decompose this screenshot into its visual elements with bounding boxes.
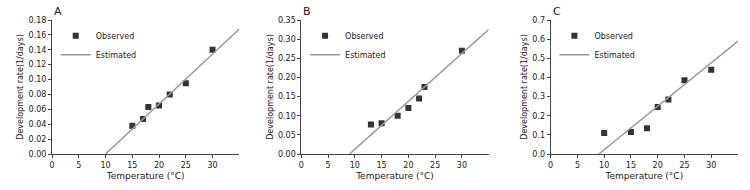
svg-text:25: 25 xyxy=(430,161,440,170)
svg-text:Estimated: Estimated xyxy=(96,51,136,60)
svg-text:0.12: 0.12 xyxy=(29,60,47,69)
svg-text:0.35: 0.35 xyxy=(278,16,296,25)
svg-text:0.05: 0.05 xyxy=(278,131,296,140)
svg-text:30: 30 xyxy=(457,161,467,170)
svg-text:0.6: 0.6 xyxy=(532,35,545,44)
svg-text:0.04: 0.04 xyxy=(29,120,47,129)
svg-text:15: 15 xyxy=(377,161,387,170)
svg-text:0.16: 0.16 xyxy=(29,31,47,40)
svg-text:0.00: 0.00 xyxy=(278,150,296,159)
svg-text:0.20: 0.20 xyxy=(278,73,296,82)
svg-text:B: B xyxy=(303,5,311,18)
svg-text:0.08: 0.08 xyxy=(29,90,47,99)
svg-text:15: 15 xyxy=(127,161,137,170)
svg-text:10: 10 xyxy=(100,161,110,170)
svg-text:10: 10 xyxy=(599,161,609,170)
svg-text:0.02: 0.02 xyxy=(29,135,47,144)
svg-text:C: C xyxy=(553,5,561,18)
svg-text:0.06: 0.06 xyxy=(29,105,47,114)
svg-text:0.5: 0.5 xyxy=(532,54,545,63)
svg-text:Development rate(1/days): Development rate(1/days) xyxy=(16,34,25,140)
svg-text:0: 0 xyxy=(49,161,54,170)
svg-text:A: A xyxy=(54,5,62,18)
svg-text:0.1: 0.1 xyxy=(532,131,545,140)
svg-text:0.0: 0.0 xyxy=(532,150,545,159)
svg-text:Temperature (°C): Temperature (°C) xyxy=(106,171,185,181)
svg-text:0: 0 xyxy=(548,161,553,170)
svg-text:0.18: 0.18 xyxy=(29,16,47,25)
svg-text:Estimated: Estimated xyxy=(594,51,634,60)
svg-text:30: 30 xyxy=(207,161,217,170)
svg-text:Observed: Observed xyxy=(96,32,135,41)
svg-text:25: 25 xyxy=(181,161,191,170)
svg-text:0.7: 0.7 xyxy=(532,16,545,25)
svg-text:0.30: 0.30 xyxy=(278,35,296,44)
svg-text:Observed: Observed xyxy=(594,32,633,41)
svg-text:5: 5 xyxy=(575,161,580,170)
svg-text:0.14: 0.14 xyxy=(29,46,47,55)
svg-text:0.00: 0.00 xyxy=(29,150,47,159)
svg-text:0.3: 0.3 xyxy=(532,92,545,101)
svg-text:0.10: 0.10 xyxy=(29,75,47,84)
svg-text:0.2: 0.2 xyxy=(532,112,545,121)
svg-text:Development rate(1/days): Development rate(1/days) xyxy=(520,34,529,140)
svg-text:0.4: 0.4 xyxy=(532,73,545,82)
svg-text:5: 5 xyxy=(326,161,331,170)
svg-text:0.25: 0.25 xyxy=(278,54,296,63)
svg-text:10: 10 xyxy=(350,161,360,170)
svg-text:0.10: 0.10 xyxy=(278,112,296,121)
svg-text:30: 30 xyxy=(706,161,716,170)
svg-text:Temperature (°C): Temperature (°C) xyxy=(355,171,434,181)
svg-text:15: 15 xyxy=(626,161,636,170)
svg-text:20: 20 xyxy=(653,161,663,170)
svg-text:0.15: 0.15 xyxy=(278,92,296,101)
svg-text:Observed: Observed xyxy=(345,32,384,41)
svg-text:Temperature (°C): Temperature (°C) xyxy=(604,171,683,181)
svg-text:Development rate(1/days): Development rate(1/days) xyxy=(266,34,275,140)
svg-text:20: 20 xyxy=(403,161,413,170)
svg-text:Estimated: Estimated xyxy=(345,51,385,60)
svg-text:0: 0 xyxy=(299,161,304,170)
svg-text:25: 25 xyxy=(679,161,689,170)
svg-text:20: 20 xyxy=(154,161,164,170)
svg-text:5: 5 xyxy=(76,161,81,170)
